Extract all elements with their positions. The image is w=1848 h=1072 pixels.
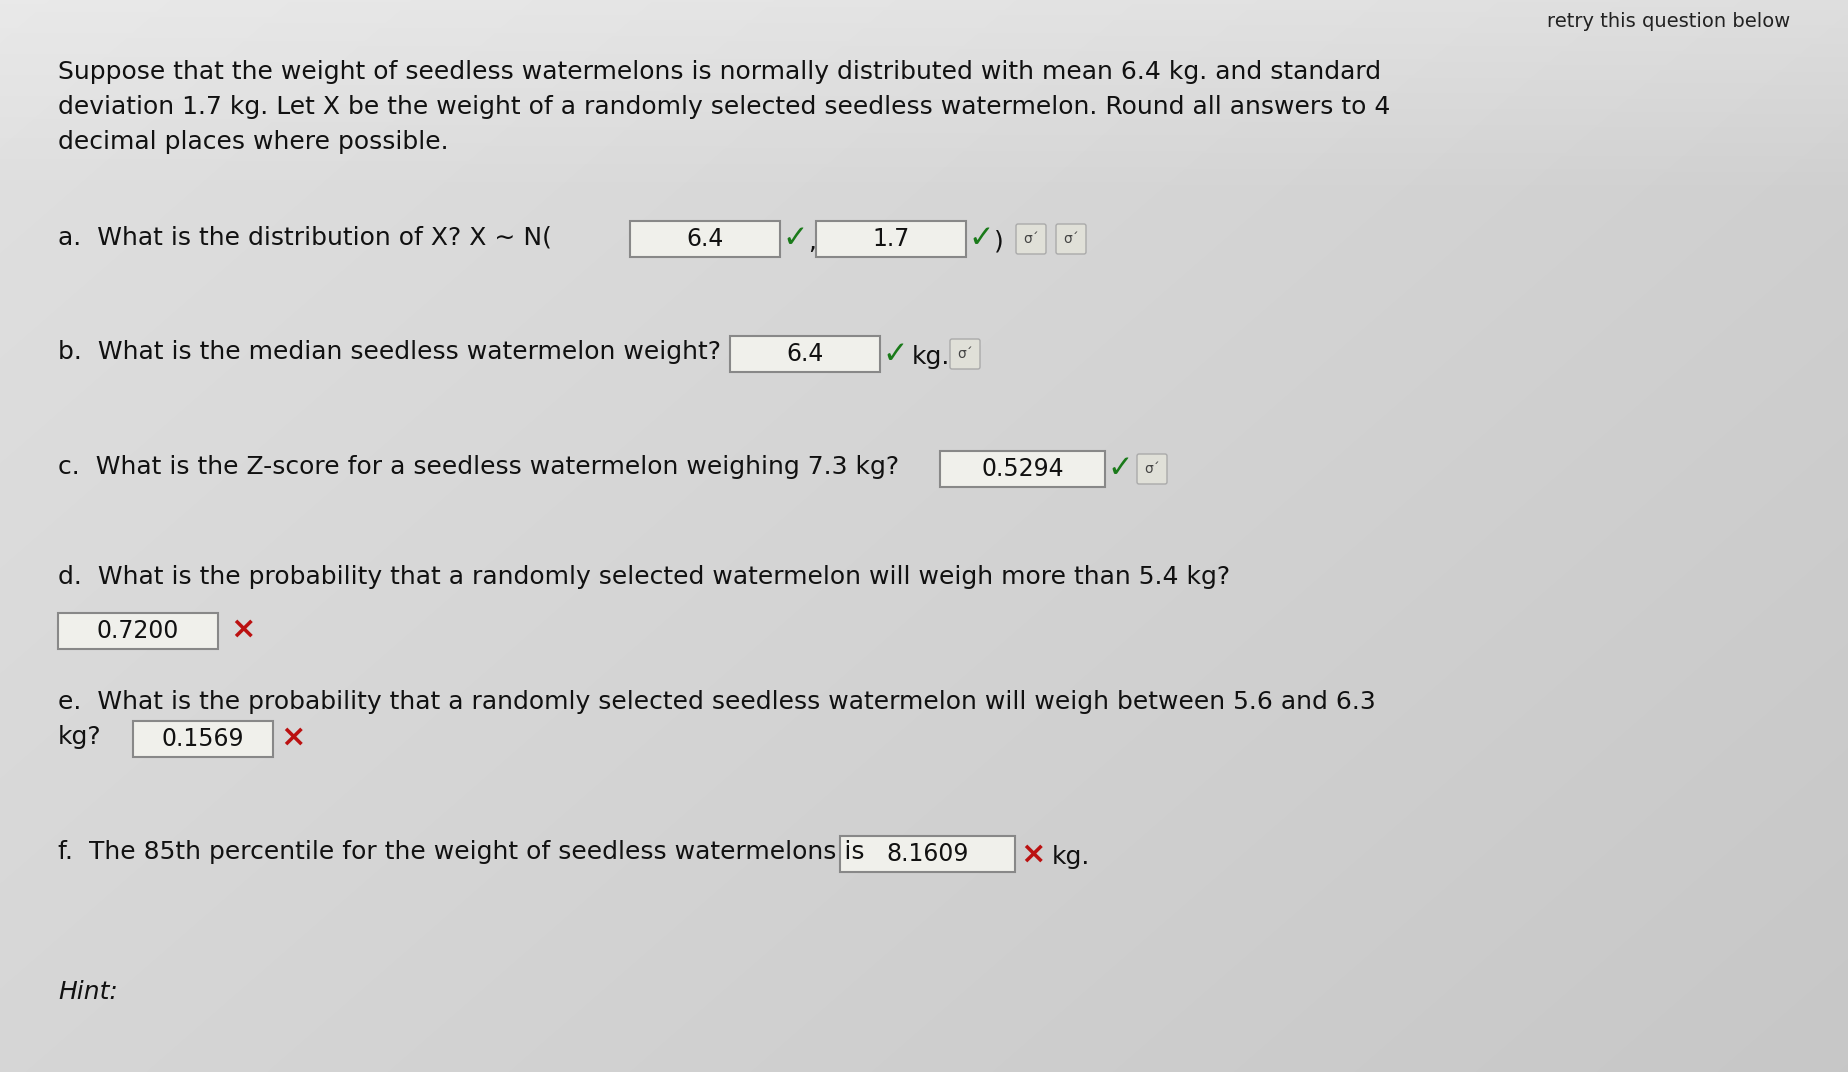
Text: 0.7200: 0.7200 — [96, 619, 179, 643]
Text: ,: , — [808, 230, 815, 254]
FancyBboxPatch shape — [57, 613, 218, 649]
Text: 0.1569: 0.1569 — [161, 727, 244, 751]
Text: ✓: ✓ — [1107, 455, 1133, 483]
FancyBboxPatch shape — [950, 339, 979, 369]
Text: ×: × — [1020, 839, 1046, 868]
FancyBboxPatch shape — [815, 221, 965, 257]
Text: retry this question below: retry this question below — [1547, 12, 1789, 31]
FancyBboxPatch shape — [1055, 224, 1085, 254]
Text: 6.4: 6.4 — [686, 227, 723, 251]
Text: kg.: kg. — [1052, 845, 1090, 869]
FancyBboxPatch shape — [939, 451, 1105, 487]
Text: kg?: kg? — [57, 725, 102, 749]
Text: a.  What is the distribution of X? X ∼ N(: a. What is the distribution of X? X ∼ N( — [57, 225, 551, 249]
Text: deviation 1.7 kg. Let X be the weight of a randomly selected seedless watermelon: deviation 1.7 kg. Let X be the weight of… — [57, 95, 1390, 119]
Text: 0.5294: 0.5294 — [981, 457, 1063, 481]
Text: σ´: σ´ — [1063, 232, 1077, 245]
Text: ×: × — [281, 723, 305, 751]
Text: ): ) — [994, 230, 1003, 254]
Text: e.  What is the probability that a randomly selected seedless watermelon will we: e. What is the probability that a random… — [57, 690, 1375, 714]
FancyBboxPatch shape — [730, 336, 880, 372]
Text: σ´: σ´ — [1144, 462, 1159, 476]
Text: d.  What is the probability that a randomly selected watermelon will weigh more : d. What is the probability that a random… — [57, 565, 1229, 589]
FancyBboxPatch shape — [1015, 224, 1046, 254]
FancyBboxPatch shape — [630, 221, 780, 257]
Text: Hint:: Hint: — [57, 980, 118, 1004]
Text: ✓: ✓ — [782, 224, 808, 253]
Text: decimal places where possible.: decimal places where possible. — [57, 130, 449, 154]
Text: σ´: σ´ — [957, 347, 972, 361]
Text: ✓: ✓ — [968, 224, 992, 253]
Text: f.  The 85th percentile for the weight of seedless watermelons is: f. The 85th percentile for the weight of… — [57, 840, 865, 864]
Text: ×: × — [231, 614, 255, 643]
Text: σ´: σ´ — [1022, 232, 1039, 245]
Text: c.  What is the Z-score for a seedless watermelon weighing 7.3 kg?: c. What is the Z-score for a seedless wa… — [57, 455, 898, 479]
Text: Suppose that the weight of seedless watermelons is normally distributed with mea: Suppose that the weight of seedless wate… — [57, 60, 1380, 84]
FancyBboxPatch shape — [1137, 455, 1166, 483]
FancyBboxPatch shape — [133, 721, 274, 757]
Text: kg.: kg. — [911, 345, 950, 369]
Text: 8.1609: 8.1609 — [885, 842, 968, 866]
Text: ✓: ✓ — [881, 340, 907, 369]
Text: b.  What is the median seedless watermelon weight?: b. What is the median seedless watermelo… — [57, 340, 721, 364]
Text: 1.7: 1.7 — [872, 227, 909, 251]
FancyBboxPatch shape — [839, 836, 1015, 872]
Text: 6.4: 6.4 — [785, 342, 822, 366]
